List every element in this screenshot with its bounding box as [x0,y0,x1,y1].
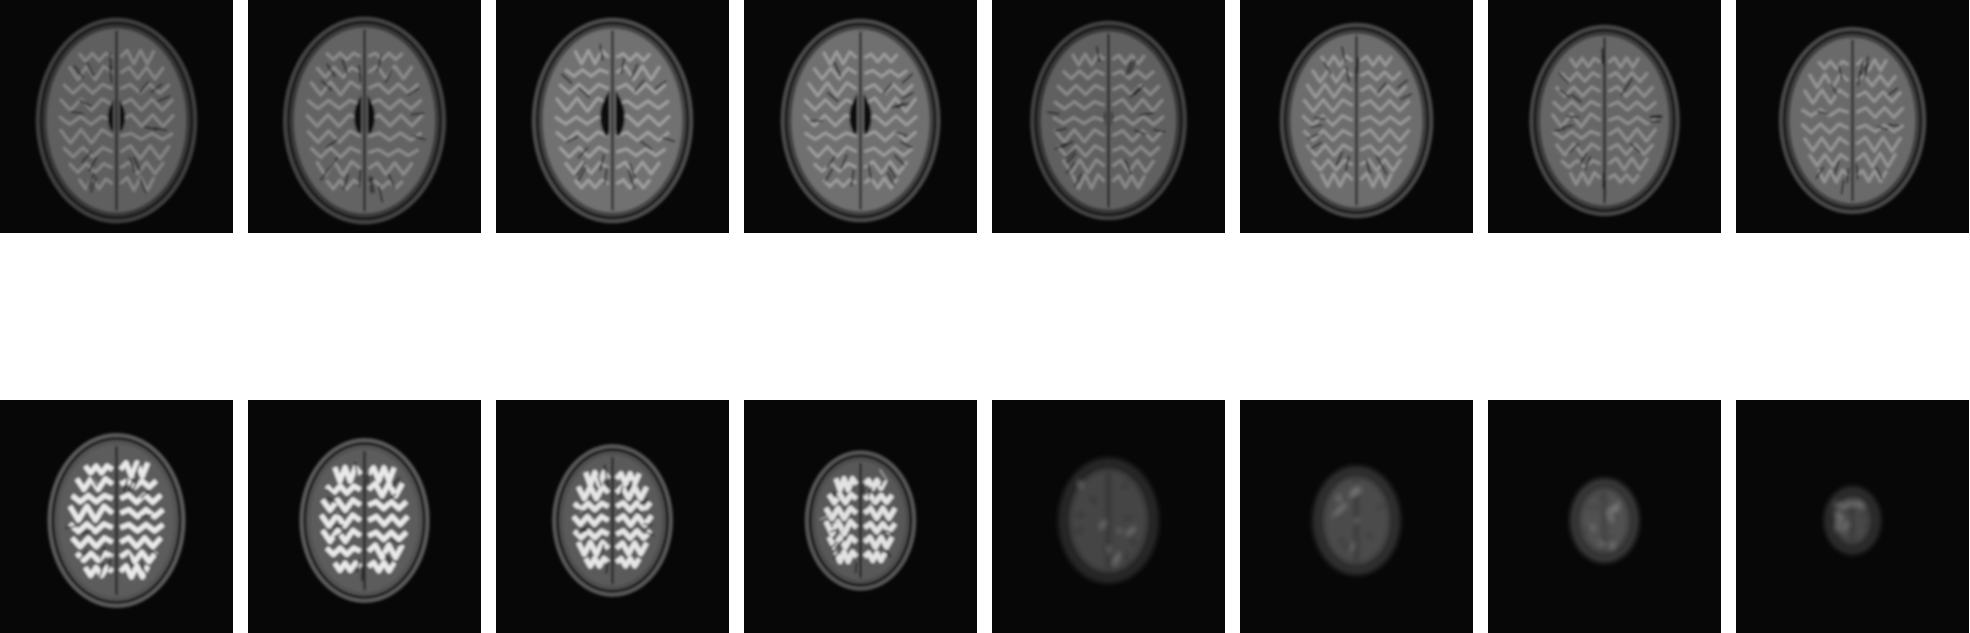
mri-slice-tile-2 [248,0,481,233]
mri-slice-image [0,400,233,633]
mri-slice-tile-3 [496,0,729,233]
mri-slice-image [992,400,1225,633]
mri-slice-image [744,400,977,633]
mri-slice-tile-9 [0,400,233,633]
mri-slice-tile-12 [744,400,977,633]
mri-slice-image [248,400,481,633]
mri-slice-tile-1 [0,0,233,233]
mri-slice-image [744,0,977,233]
mri-slice-image [992,0,1225,233]
mri-slice-image [1488,400,1721,633]
mri-slice-tile-15 [1488,400,1721,633]
mri-slice-image [1240,400,1473,633]
mri-slice-image [1736,0,1969,233]
mri-slice-image [1240,0,1473,233]
mri-slice-tile-4 [744,0,977,233]
mri-slice-tile-13 [992,400,1225,633]
mri-slice-tile-14 [1240,400,1473,633]
mri-slice-tile-7 [1488,0,1721,233]
mri-slice-tile-6 [1240,0,1473,233]
mri-slice-tile-10 [248,400,481,633]
mri-slice-image [0,0,233,233]
mri-slice-tile-11 [496,400,729,633]
mri-slice-image [496,0,729,233]
mri-slice-image [1736,400,1969,633]
mri-slice-tile-16 [1736,400,1969,633]
mri-slice-image [248,0,481,233]
mri-slice-tile-5 [992,0,1225,233]
mri-slice-tile-8 [1736,0,1969,233]
mri-slice-image [1488,0,1721,233]
mri-slice-image [496,400,729,633]
